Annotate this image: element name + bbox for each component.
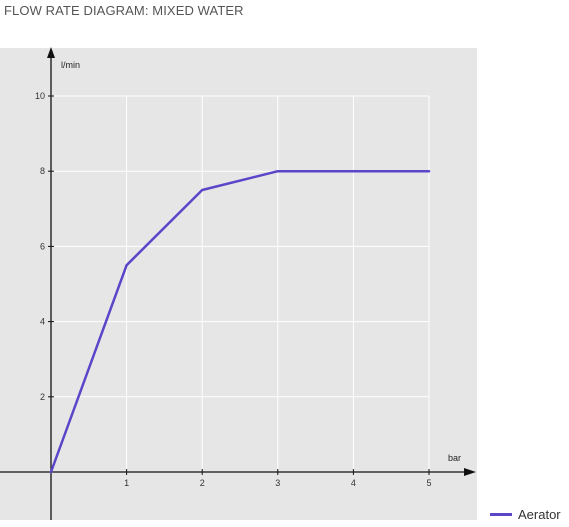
y-axis-arrow <box>47 47 55 58</box>
y-tick-label-10: 10 <box>35 91 45 101</box>
series-line-aerator <box>49 169 431 474</box>
legend-label-aerator: Aerator <box>518 507 561 522</box>
x-axis-arrow <box>464 468 476 476</box>
plot-background <box>0 48 477 520</box>
x-tick-label-3: 3 <box>275 478 280 488</box>
x-tick-label-2: 2 <box>200 478 205 488</box>
tick-labels: 1 2 3 4 5 2 4 6 8 10 <box>35 91 432 488</box>
y-tick-label-8: 8 <box>40 166 45 176</box>
x-tick-label-1: 1 <box>124 478 129 488</box>
series-lines <box>49 169 431 474</box>
grid-lines <box>51 95 430 472</box>
x-tick-label-4: 4 <box>351 478 356 488</box>
x-axis-label: bar <box>448 453 461 463</box>
y-axis-label: l/min <box>61 60 80 70</box>
y-tick-label-6: 6 <box>40 241 45 251</box>
legend: Aerator <box>490 507 561 522</box>
chart-title: FLOW RATE DIAGRAM: MIXED WATER <box>4 3 244 18</box>
x-tick-label-5: 5 <box>426 478 431 488</box>
y-tick-label-4: 4 <box>40 317 45 327</box>
legend-swatch-aerator <box>490 513 512 516</box>
axes <box>0 47 476 520</box>
y-tick-label-2: 2 <box>40 392 45 402</box>
tick-marks <box>48 95 430 475</box>
